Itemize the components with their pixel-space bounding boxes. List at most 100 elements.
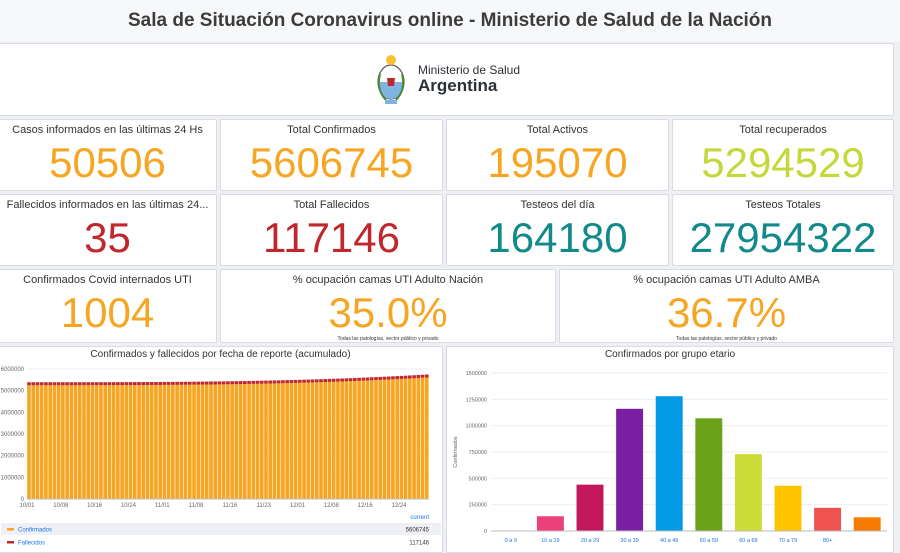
fallecidos-bar: [158, 381, 163, 385]
fallecidos-bar: [420, 374, 425, 378]
legend-header: current: [410, 515, 429, 521]
fallecidos-bar: [171, 381, 175, 385]
stat-value: 35: [84, 214, 131, 261]
confirmados-bar: [44, 385, 48, 499]
fallecidos-bar: [255, 380, 260, 384]
age-bar[interactable]: [853, 517, 881, 531]
fallecidos-bar: [386, 376, 391, 380]
age-bar[interactable]: [536, 516, 564, 531]
confirmados-bar: [382, 379, 387, 499]
confirmados-bar: [175, 384, 179, 499]
stat-total-confirmados: Total Confirmados 5606745: [220, 119, 443, 191]
stat-label: Testeos del día: [520, 199, 595, 211]
confirmados-bar: [27, 385, 31, 499]
confirmados-bar: [230, 384, 234, 499]
legend-value: 5606745: [406, 528, 430, 534]
fallecidos-bar: [154, 381, 158, 385]
fallecidos-bar: [238, 381, 243, 385]
age-bar[interactable]: [695, 418, 723, 531]
age-bar[interactable]: [655, 396, 683, 531]
x-tick-label: 11/23: [256, 503, 271, 509]
stat-note: Todas las patologías, sector público y p…: [676, 336, 777, 342]
fallecidos-bar: [336, 378, 340, 382]
confirmados-bar: [52, 385, 57, 499]
fallecidos-bar: [230, 381, 234, 385]
stat-value: 5606745: [249, 139, 414, 186]
fallecidos-bar: [378, 376, 383, 380]
legend-row[interactable]: [1, 536, 441, 548]
stat-value: 195070: [487, 139, 628, 186]
fallecidos-bar: [149, 382, 154, 386]
chart-title: Confirmados y fallecidos por fecha de re…: [90, 349, 351, 360]
fallecidos-bar: [259, 380, 264, 384]
legend-label: Confirmados: [18, 528, 52, 534]
fallecidos-bar: [353, 378, 357, 382]
legend-swatch: [7, 541, 14, 544]
confirmados-bar: [154, 384, 158, 499]
stat-casos-24h: Casos informados en las últimas 24 Hs 50…: [0, 119, 217, 191]
confirmados-bar: [340, 381, 344, 499]
confirmados-bar: [251, 383, 256, 499]
age-bar[interactable]: [616, 408, 644, 531]
fallecidos-bar: [365, 377, 370, 381]
confirmados-bar: [395, 379, 399, 499]
fallecidos-bar: [132, 382, 137, 386]
fallecidos-bar: [217, 381, 222, 385]
y-tick-label: 1500000: [466, 371, 487, 377]
x-tick-label: 10 a 19: [541, 538, 559, 544]
confirmados-bar: [391, 379, 395, 499]
fallecidos-bar: [39, 382, 44, 386]
age-bar[interactable]: [734, 454, 762, 531]
fallecidos-bar: [302, 379, 306, 383]
confirmados-bar: [238, 384, 243, 499]
legend-value: 117146: [409, 541, 429, 547]
age-bar[interactable]: [774, 485, 802, 531]
x-tick-label: 12/24: [391, 503, 407, 509]
age-bar[interactable]: [814, 507, 842, 531]
fallecidos-bar: [412, 375, 416, 379]
age-bar[interactable]: [576, 484, 604, 531]
confirmados-bar: [94, 385, 99, 499]
fallecidos-bar: [94, 382, 99, 386]
y-tick-label: 0: [484, 529, 487, 535]
confirmados-bar: [48, 385, 52, 499]
confirmados-bar: [369, 380, 374, 499]
fallecidos-bar: [103, 382, 107, 386]
confirmados-bar: [120, 385, 124, 499]
confirmados-bar: [365, 380, 370, 499]
confirmados-bar: [171, 384, 175, 499]
fallecidos-bar: [243, 381, 247, 385]
confirmados-bar: [259, 383, 264, 499]
fallecidos-bar: [327, 378, 332, 382]
fallecidos-bar: [196, 381, 201, 385]
fallecidos-bar: [272, 380, 277, 384]
x-tick-label: 30 a 39: [620, 538, 638, 544]
fallecidos-bar: [213, 381, 218, 385]
fallecidos-bar: [361, 377, 366, 381]
fallecidos-bar: [331, 378, 336, 382]
stat-label: Confirmados Covid internados UTI: [23, 274, 192, 286]
x-tick-label: 12/08: [324, 503, 340, 509]
y-tick-label: 0: [21, 497, 25, 503]
y-tick-label: 2000000: [1, 454, 25, 460]
x-tick-label: 0 a 9: [505, 538, 517, 544]
y-tick-label: 4000000: [1, 410, 25, 416]
confirmados-bar: [327, 381, 332, 499]
fallecidos-bar: [77, 382, 82, 386]
cumulative-chart-panel: Confirmados y fallecidos por fecha de re…: [0, 346, 443, 553]
fallecidos-bar: [192, 381, 196, 385]
confirmados-bar: [149, 385, 154, 499]
fallecidos-bar: [293, 379, 298, 383]
legend-row[interactable]: [1, 523, 441, 535]
confirmados-bar: [264, 383, 268, 499]
fallecidos-bar: [247, 380, 251, 384]
fallecidos-bar: [306, 379, 311, 383]
confirmados-bar: [378, 379, 383, 499]
confirmados-bar: [166, 384, 171, 499]
fallecidos-bar: [188, 381, 192, 385]
cumulative-chart: 0 1000000 2000000 3000000 4000000 5000000 6000…: [1, 367, 441, 548]
fallecidos-bar: [145, 382, 150, 386]
confirmados-bar: [217, 384, 222, 499]
y-tick-label: 750000: [469, 450, 487, 456]
fallecidos-bar: [395, 376, 399, 380]
